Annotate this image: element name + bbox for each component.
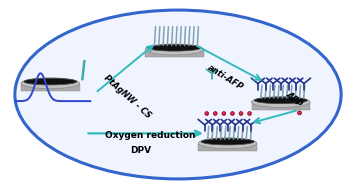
Ellipse shape	[145, 44, 204, 55]
Ellipse shape	[201, 138, 254, 145]
Ellipse shape	[148, 45, 201, 51]
Ellipse shape	[254, 97, 307, 104]
Bar	[145, 51, 204, 57]
Text: DPV: DPV	[130, 146, 151, 155]
Ellipse shape	[198, 138, 257, 149]
Bar	[198, 144, 257, 151]
Ellipse shape	[15, 10, 341, 179]
Text: Oxygen reduction: Oxygen reduction	[105, 131, 196, 140]
Circle shape	[248, 112, 251, 115]
Circle shape	[222, 112, 226, 115]
Text: PtAgNW - CS: PtAgNW - CS	[102, 74, 153, 120]
Circle shape	[214, 113, 215, 114]
Ellipse shape	[252, 97, 310, 108]
Circle shape	[205, 112, 209, 115]
Circle shape	[298, 111, 302, 115]
Circle shape	[240, 113, 241, 114]
Circle shape	[231, 113, 232, 114]
Circle shape	[213, 112, 217, 115]
Text: AFP: AFP	[284, 89, 304, 108]
Bar	[21, 84, 80, 91]
Ellipse shape	[24, 78, 77, 85]
Circle shape	[248, 113, 250, 114]
Circle shape	[223, 113, 224, 114]
Bar	[252, 103, 310, 110]
Text: anti-AFP: anti-AFP	[206, 63, 245, 92]
Ellipse shape	[21, 78, 80, 89]
Circle shape	[206, 113, 207, 114]
Circle shape	[231, 112, 234, 115]
Circle shape	[239, 112, 243, 115]
